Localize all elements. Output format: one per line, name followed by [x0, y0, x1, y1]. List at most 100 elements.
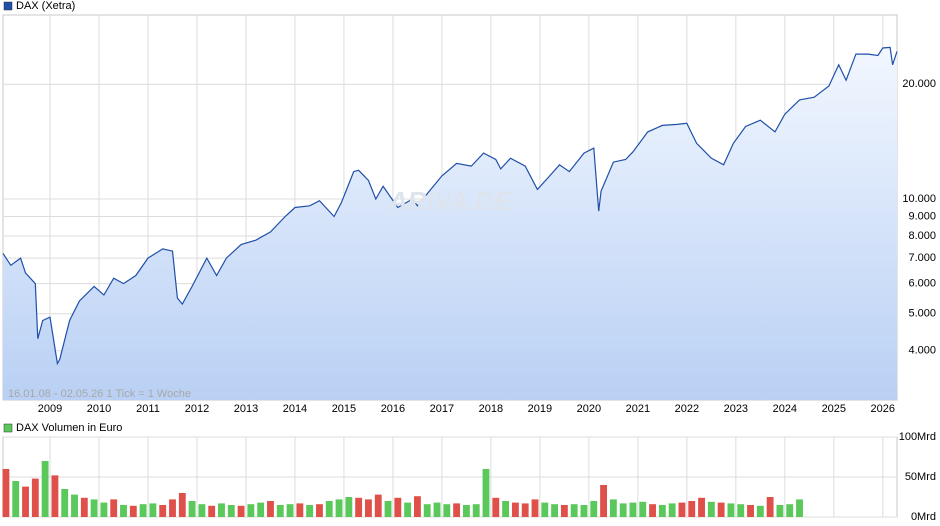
- volume-bar: [551, 504, 559, 517]
- volume-bar: [61, 489, 69, 517]
- volume-bar: [159, 505, 167, 517]
- volume-bar: [541, 502, 549, 517]
- volume-bar: [502, 501, 510, 517]
- volume-bar: [80, 497, 88, 517]
- volume-bar: [22, 486, 29, 517]
- x-tick-label: 2016: [381, 403, 405, 415]
- volume-bar: [227, 505, 235, 517]
- volume-bar: [678, 502, 686, 517]
- volume-bar: [590, 501, 598, 517]
- y-tick-label: 7.000: [908, 252, 936, 264]
- volume-bar: [90, 499, 98, 517]
- volume-bar: [51, 475, 59, 517]
- volume-bar: [306, 505, 314, 517]
- volume-bar: [521, 503, 529, 517]
- volume-bar: [482, 469, 490, 517]
- volume-bar: [609, 499, 617, 517]
- y-tick-label: 8.000: [908, 230, 936, 242]
- y-tick-label: 0Mrd: [911, 511, 936, 523]
- volume-bar: [727, 503, 735, 517]
- volume-bar: [120, 505, 127, 517]
- volume-bar: [472, 504, 480, 517]
- volume-bar: [316, 504, 323, 517]
- x-tick-label: 2026: [871, 403, 895, 415]
- volume-bar: [462, 505, 470, 517]
- x-tick-label: 2018: [479, 403, 503, 415]
- volume-bar: [413, 496, 421, 517]
- volume-bar: [619, 503, 627, 517]
- volume-bar: [247, 504, 255, 517]
- volume-bar: [433, 502, 441, 517]
- volume-bar: [394, 497, 402, 517]
- volume-bar: [296, 503, 304, 517]
- volume-bar: [384, 501, 392, 517]
- volume-bar: [786, 504, 794, 517]
- volume-bar: [71, 494, 78, 517]
- volume-bar: [688, 501, 696, 517]
- x-tick-label: 2017: [430, 403, 454, 415]
- volume-bar: [570, 504, 578, 517]
- x-tick-label: 2023: [724, 403, 748, 415]
- period-note: 16.01.08 - 02.05.26 1 Tick = 1 Woche: [8, 388, 191, 400]
- volume-bar: [796, 499, 803, 517]
- y-tick-label: 9.000: [908, 210, 936, 222]
- volume-bar: [737, 504, 745, 517]
- volume-bar: [355, 497, 363, 517]
- area: [3, 47, 897, 401]
- volume-bar: [766, 497, 774, 517]
- legend-label: DAX Volumen in Euro: [16, 422, 122, 434]
- volume-bar: [668, 503, 676, 517]
- volume-bar: [139, 504, 147, 517]
- legend-swatch: [3, 423, 13, 433]
- x-tick-label: 2015: [332, 403, 356, 415]
- volume-bar: [776, 505, 784, 517]
- legend-label: DAX (Xetra): [16, 0, 75, 12]
- y-tick-label: 6.000: [908, 278, 936, 290]
- y-tick-label: 50Mrd: [905, 471, 936, 483]
- y-tick-label: 100Mrd: [899, 431, 936, 443]
- volume-bar: [276, 505, 284, 517]
- volume-bar: [267, 501, 274, 517]
- volume-bar: [423, 504, 431, 517]
- volume-bar: [110, 499, 118, 517]
- x-tick-label: 2010: [87, 403, 111, 415]
- volume-bar: [580, 505, 588, 517]
- x-tick-label: 2021: [626, 403, 650, 415]
- volume-bar: [218, 503, 225, 517]
- volume-bar: [31, 478, 39, 517]
- volume-bar: [756, 505, 764, 517]
- volume-bar: [531, 499, 539, 517]
- volume-bar: [365, 499, 372, 517]
- x-tick-label: 2009: [38, 403, 62, 415]
- volume-bar: [600, 485, 608, 517]
- y-tick-label: 20.000: [902, 78, 936, 90]
- x-tick-label: 2025: [822, 403, 846, 415]
- y-tick-label: 5.000: [908, 308, 936, 320]
- volume-bar: [335, 499, 343, 517]
- volume-bar: [511, 502, 519, 517]
- volume-bar: [404, 502, 412, 517]
- volume-bar: [717, 502, 725, 517]
- volume-bar: [649, 504, 656, 517]
- volume-bar: [129, 505, 137, 517]
- y-tick-label: 10.000: [902, 193, 936, 205]
- volume-bar: [658, 505, 666, 517]
- x-tick-label: 2024: [773, 403, 797, 415]
- x-tick-label: 2020: [577, 403, 601, 415]
- x-tick-label: 2019: [528, 403, 552, 415]
- x-tick-label: 2011: [136, 403, 160, 415]
- volume-bar: [639, 501, 647, 517]
- volume-bar: [492, 497, 500, 517]
- volume-bar: [100, 502, 108, 517]
- volume-bar: [178, 493, 186, 517]
- volume-bar: [198, 504, 206, 517]
- volume-bar: [237, 505, 245, 517]
- volume-bar: [707, 501, 715, 517]
- volume-bar: [374, 494, 382, 517]
- volume-bar: [12, 481, 20, 517]
- legend-swatch: [3, 1, 13, 11]
- volume-bar: [698, 497, 705, 517]
- volume-bar: [169, 499, 176, 517]
- volume-bar: [629, 502, 637, 517]
